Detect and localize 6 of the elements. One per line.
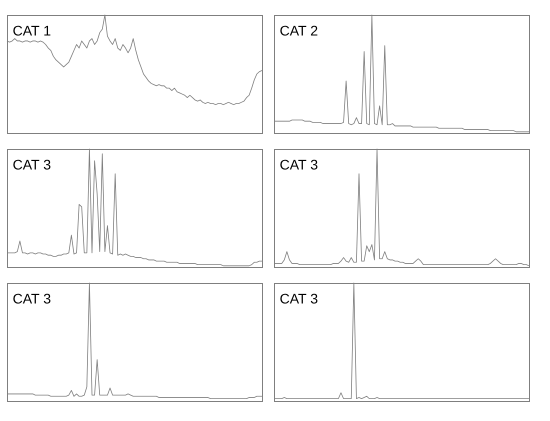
text: CAT 2 (280, 22, 318, 39)
text: CAT 3 (12, 156, 52, 173)
text: CAT 3 (12, 290, 52, 307)
text: CAT 3 (280, 156, 318, 173)
text: CAT 1 (12, 22, 52, 39)
text: CAT 3 (280, 290, 318, 307)
